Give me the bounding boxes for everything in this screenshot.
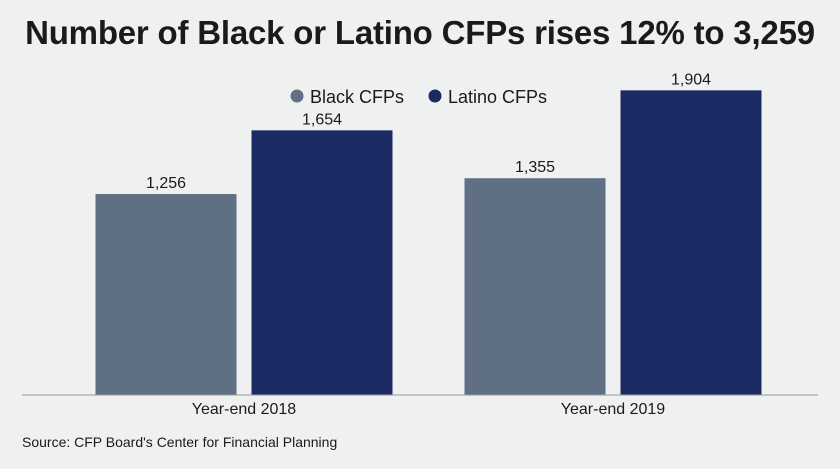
data-label-black-cfps-year-end-2019: 1,355 <box>515 159 555 176</box>
bars <box>95 90 762 396</box>
legend-swatch-black-cfps <box>290 89 304 103</box>
data-label-latino-cfps-year-end-2018: 1,654 <box>302 111 342 128</box>
data-label-black-cfps-year-end-2018: 1,256 <box>146 175 186 192</box>
bar-black-cfps-year-end-2019 <box>464 178 606 395</box>
data-labels: 1,256 1,654 1,355 1,904 <box>146 71 711 192</box>
x-tick-label-year-end-2018: Year-end 2018 <box>192 401 296 418</box>
bar-black-cfps-year-end-2018 <box>95 194 237 395</box>
legend-label-latino-cfps: Latino CFPs <box>448 87 547 107</box>
legend-swatch-latino-cfps <box>428 89 442 103</box>
chart-title: Number of Black or Latino CFPs rises 12%… <box>25 14 815 51</box>
x-axis-tick-labels: Year-end 2018 Year-end 2019 <box>192 401 665 418</box>
bar-latino-cfps-year-end-2019 <box>620 90 762 396</box>
x-tick-label-year-end-2019: Year-end 2019 <box>561 401 665 418</box>
data-label-latino-cfps-year-end-2019: 1,904 <box>671 71 711 88</box>
legend-label-black-cfps: Black CFPs <box>310 87 404 107</box>
legend: Black CFPs Latino CFPs <box>290 87 547 107</box>
bar-latino-cfps-year-end-2018 <box>251 130 393 396</box>
source-note: Source: CFP Board's Center for Financial… <box>22 434 338 450</box>
